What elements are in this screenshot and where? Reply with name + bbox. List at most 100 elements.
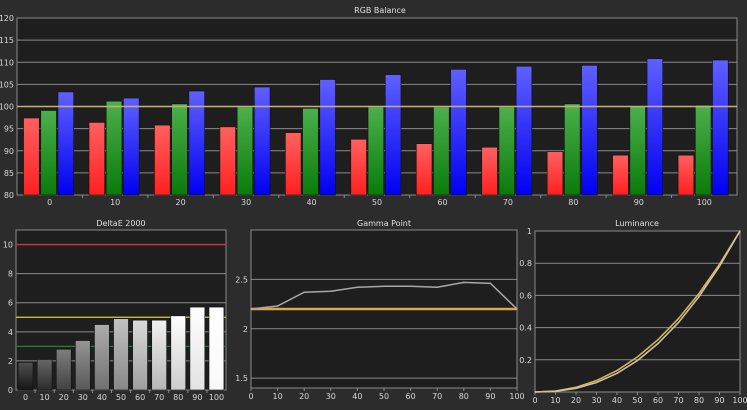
y-tick-label: 0.2 (519, 356, 532, 365)
x-tick-label: 80 (459, 392, 469, 401)
y-tick-label: 110 (0, 58, 14, 67)
blue-bar (254, 86, 271, 196)
luminance-point (616, 372, 618, 374)
x-tick-label: 0 (47, 198, 52, 207)
y-tick-label: 120 (0, 14, 14, 23)
red-bar (23, 117, 40, 196)
deltae-bar (55, 348, 72, 391)
x-tick-label: 30 (326, 392, 336, 401)
x-tick-label: 20 (176, 198, 186, 207)
luminance-point (739, 230, 741, 232)
gamma-point (383, 285, 385, 288)
y-tick-label: 1.5 (235, 374, 248, 383)
red-bar (481, 146, 498, 196)
red-bar (415, 143, 433, 196)
x-tick-label: 10 (110, 198, 120, 207)
blue-bar (450, 69, 467, 196)
y-tick-label: 2 (243, 325, 248, 334)
x-tick-label: 100 (509, 392, 524, 401)
blue-bar (384, 74, 402, 196)
x-tick-label: 80 (568, 198, 578, 207)
deltae-bar (36, 359, 53, 391)
luminance-point (718, 265, 721, 267)
gamma-point (276, 305, 279, 307)
y-tick-label: 6 (8, 299, 13, 308)
luminance-point (575, 387, 577, 389)
green-bar (40, 110, 57, 196)
green-bar (105, 100, 123, 196)
green-bar (236, 106, 254, 196)
y-tick-label: 115 (0, 36, 14, 45)
x-tick-label: 50 (372, 198, 382, 207)
y-tick-label: 10 (3, 241, 13, 250)
red-bar (677, 154, 695, 196)
green-bar (629, 105, 646, 196)
x-tick-label: 90 (485, 392, 495, 401)
luminance-point (698, 296, 700, 298)
x-tick-label: 60 (135, 393, 145, 402)
y-tick-label: 100 (0, 103, 14, 112)
deltae-bar (17, 362, 34, 391)
red-bar (546, 151, 564, 196)
luminance-point (657, 339, 659, 341)
x-tick-label: 40 (97, 393, 107, 402)
luminance-point (657, 342, 659, 345)
y-tick-label: 80 (4, 191, 14, 200)
y-tick-label: 0.4 (519, 324, 532, 333)
x-tick-label: 70 (673, 396, 683, 405)
red-bar (285, 132, 302, 196)
green-bar (367, 106, 385, 196)
red-bar (219, 126, 236, 196)
x-tick-label: 60 (653, 396, 663, 405)
y-tick-label: 4 (8, 328, 13, 337)
y-tick-label: 105 (0, 80, 14, 89)
x-tick-label: 50 (632, 396, 642, 405)
green-bar (564, 103, 581, 196)
x-tick-label: 0 (248, 392, 253, 401)
gamma-point (516, 308, 518, 310)
deltae-bar (94, 324, 110, 391)
x-tick-label: 20 (59, 393, 69, 402)
x-tick-label: 70 (503, 198, 513, 207)
gamma-point (489, 282, 492, 285)
x-tick-label: 20 (571, 396, 581, 405)
y-tick-label: 1 (527, 227, 532, 236)
x-tick-label: 0 (532, 396, 537, 405)
luminance-point (595, 381, 598, 384)
x-tick-label: 70 (154, 393, 164, 402)
plot-area (534, 230, 741, 393)
blue-bar (712, 59, 729, 196)
x-tick-label: 30 (241, 198, 251, 207)
chart-title: Gamma Point (357, 219, 411, 228)
gamma-point (303, 291, 306, 294)
green-bar (171, 103, 188, 196)
red-bar (154, 124, 171, 196)
x-tick-label: 10 (550, 396, 560, 405)
luminance-point (636, 359, 639, 362)
blue-bar (123, 97, 140, 196)
x-tick-label: 40 (612, 396, 622, 405)
deltae-bar (189, 306, 206, 391)
chart-gamma-point: Gamma Point 1.5 2 2.5 0 10 20 30 40 50 60 70 80 90 100 (235, 219, 524, 401)
gamma-point (436, 286, 439, 289)
x-tick-label: 50 (116, 393, 126, 402)
green-bar (498, 106, 515, 196)
luminance-point (616, 369, 618, 372)
y-tick-label: 8 (8, 270, 13, 279)
y-tick-label: 2 (8, 357, 13, 366)
luminance-point (554, 390, 557, 392)
luminance-point (595, 379, 598, 382)
x-tick-label: 100 (209, 393, 224, 402)
y-tick-label: 2.5 (235, 275, 248, 284)
red-bar (350, 138, 367, 196)
deltae-bar (151, 319, 167, 391)
x-tick-label: 50 (379, 392, 389, 401)
y-tick-label: 95 (4, 125, 14, 134)
blue-bar (57, 91, 74, 196)
x-tick-label: 60 (437, 198, 447, 207)
red-bar (612, 154, 629, 196)
x-tick-label: 90 (192, 393, 202, 402)
y-tick-label: 90 (4, 147, 14, 156)
